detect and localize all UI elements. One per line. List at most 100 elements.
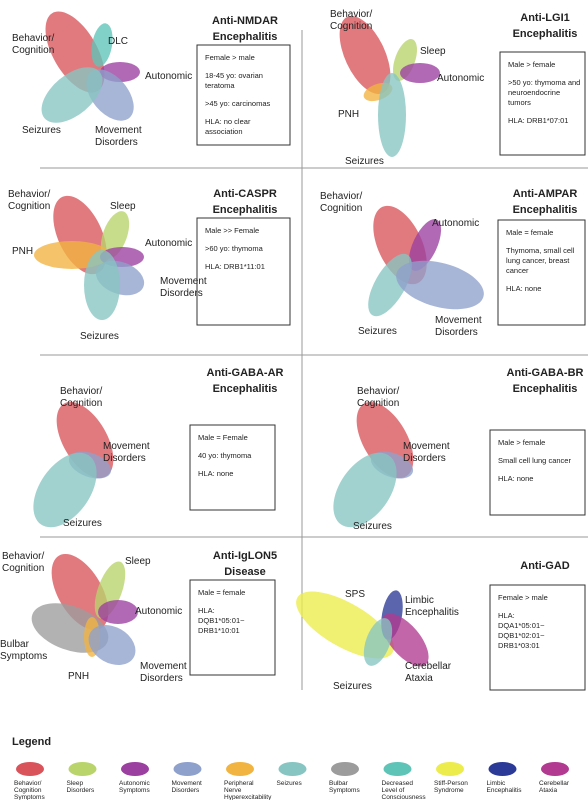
info-box bbox=[189, 424, 276, 511]
legend-label: Encephalitis bbox=[487, 787, 523, 794]
region-label: Movement bbox=[95, 125, 142, 136]
info-text: HLA: none bbox=[498, 474, 533, 483]
info-box bbox=[196, 217, 291, 326]
region-label: Behavior/ bbox=[60, 386, 102, 397]
legend-label: Disorders bbox=[172, 787, 201, 794]
panel: Anti-GABA-BR Encephalitis Male > female Sma… bbox=[333, 367, 586, 532]
region-label: Symptoms bbox=[0, 651, 47, 662]
region-label: Seizures bbox=[80, 331, 119, 342]
panel-title: Anti-GAD bbox=[520, 560, 570, 572]
region-label: SPS bbox=[345, 589, 365, 600]
info-text: association bbox=[205, 127, 243, 136]
legend-swatch bbox=[173, 762, 202, 776]
region-label: Limbic bbox=[405, 595, 434, 606]
petal bbox=[94, 561, 126, 619]
region-label: Autonomic bbox=[145, 238, 192, 249]
panel-title: Anti-GABA-BR bbox=[507, 367, 584, 379]
info-text: Small cell lung cancer bbox=[498, 456, 571, 465]
petal bbox=[339, 16, 391, 94]
info-text: tumors bbox=[508, 98, 531, 107]
region-label: Cerebellar bbox=[405, 661, 452, 672]
info-text: lung cancer, breast bbox=[506, 256, 570, 265]
region-label: PNH bbox=[12, 246, 33, 257]
region-label: Disorders bbox=[140, 673, 183, 684]
legend-label: Decreased bbox=[382, 780, 414, 787]
panel: Anti-CASPR Encephalitis Male >> Female >60 … bbox=[8, 188, 291, 342]
petal bbox=[381, 613, 429, 667]
info-text: Male = female bbox=[198, 588, 245, 597]
petal bbox=[333, 452, 397, 528]
info-text: HLA: no clear bbox=[205, 117, 251, 126]
legend-label: Symptoms bbox=[329, 787, 360, 794]
legend-label: Cerebellar bbox=[539, 780, 570, 787]
region-label: Seizures bbox=[353, 521, 392, 532]
legend-swatch bbox=[16, 762, 44, 776]
region-label: Cognition bbox=[60, 398, 102, 409]
info-text: Female > male bbox=[205, 53, 255, 62]
region-label: Sleep bbox=[125, 556, 151, 567]
info-box bbox=[499, 51, 586, 156]
region-label: Cognition bbox=[357, 398, 399, 409]
region-label: Seizures bbox=[63, 518, 102, 529]
info-box bbox=[189, 579, 276, 676]
region-label: Sleep bbox=[110, 201, 136, 212]
info-text: >50 yo: thymoma and bbox=[508, 78, 580, 87]
region-label: Behavior/ bbox=[12, 33, 54, 44]
legend-label: Autonomic bbox=[119, 780, 150, 787]
info-box bbox=[497, 219, 586, 326]
legend-label: Symptoms bbox=[14, 794, 45, 800]
info-text: Male > female bbox=[498, 438, 545, 447]
info-text: HLA: none bbox=[198, 469, 233, 478]
region-label: Autonomic bbox=[437, 73, 484, 84]
info-box bbox=[489, 584, 586, 691]
region-label: Seizures bbox=[358, 326, 397, 337]
region-label: Bulbar bbox=[0, 639, 30, 650]
panel-title: Encephalitis bbox=[213, 204, 278, 216]
region-label: Autonomic bbox=[135, 606, 182, 617]
legend-label: Seizures bbox=[277, 780, 303, 787]
panel: Anti-IgLON5 Disease Male = female HLA:DQB1*… bbox=[0, 550, 277, 684]
region-label: Cognition bbox=[320, 203, 362, 214]
legend-label: Sleep bbox=[67, 780, 84, 787]
info-text: Male >> Female bbox=[205, 226, 259, 235]
legend-swatch bbox=[331, 762, 359, 776]
info-text: 40 yo: thymoma bbox=[198, 451, 252, 460]
panel-title: Encephalitis bbox=[513, 383, 578, 395]
info-text: DQB1*02:01~ bbox=[498, 631, 545, 640]
legend-title: Legend bbox=[12, 736, 51, 748]
region-label: Movement bbox=[160, 276, 207, 287]
region-label: Seizures bbox=[22, 125, 61, 136]
info-text: DRB1*03:01 bbox=[498, 641, 540, 650]
region-label: Cognition bbox=[2, 563, 44, 574]
region-label: Movement bbox=[403, 441, 450, 452]
region-label: Disorders bbox=[160, 288, 203, 299]
legend-swatch bbox=[68, 762, 97, 776]
panel: Anti-NMDAR Encephalitis Female > male 18-45… bbox=[12, 11, 291, 148]
region-label: Encephalitis bbox=[405, 607, 459, 618]
region-label: Disorders bbox=[103, 453, 146, 464]
legend-label: Symptoms bbox=[119, 787, 150, 794]
info-text: Male = Female bbox=[198, 433, 248, 442]
petal bbox=[51, 554, 109, 630]
region-label: Behavior/ bbox=[357, 386, 399, 397]
panel-title: Encephalitis bbox=[213, 31, 278, 43]
panel: Anti-LGI1 Encephalitis Male > female >50 yo… bbox=[330, 9, 586, 167]
info-text: 18-45 yo: ovarian bbox=[205, 71, 263, 80]
legend-label: Level of bbox=[382, 787, 405, 794]
panel-title: Anti-CASPR bbox=[213, 188, 277, 200]
region-label: Disorders bbox=[403, 453, 446, 464]
petal bbox=[84, 250, 120, 320]
info-text: Female > male bbox=[498, 593, 548, 602]
legend-label: Nerve bbox=[224, 787, 242, 794]
region-label: Autonomic bbox=[145, 71, 192, 82]
region-label: DLC bbox=[108, 36, 128, 47]
petal bbox=[100, 211, 130, 259]
panel-title: Anti-NMDAR bbox=[212, 15, 278, 27]
region-label: Cognition bbox=[12, 45, 54, 56]
legend-label: Syndrome bbox=[434, 787, 464, 794]
panel-title: Anti-LGI1 bbox=[520, 12, 570, 24]
region-label: Sleep bbox=[420, 46, 446, 57]
petal bbox=[41, 67, 103, 123]
info-text: Male = female bbox=[506, 228, 553, 237]
info-text: DQA1*05:01~ bbox=[498, 621, 545, 630]
